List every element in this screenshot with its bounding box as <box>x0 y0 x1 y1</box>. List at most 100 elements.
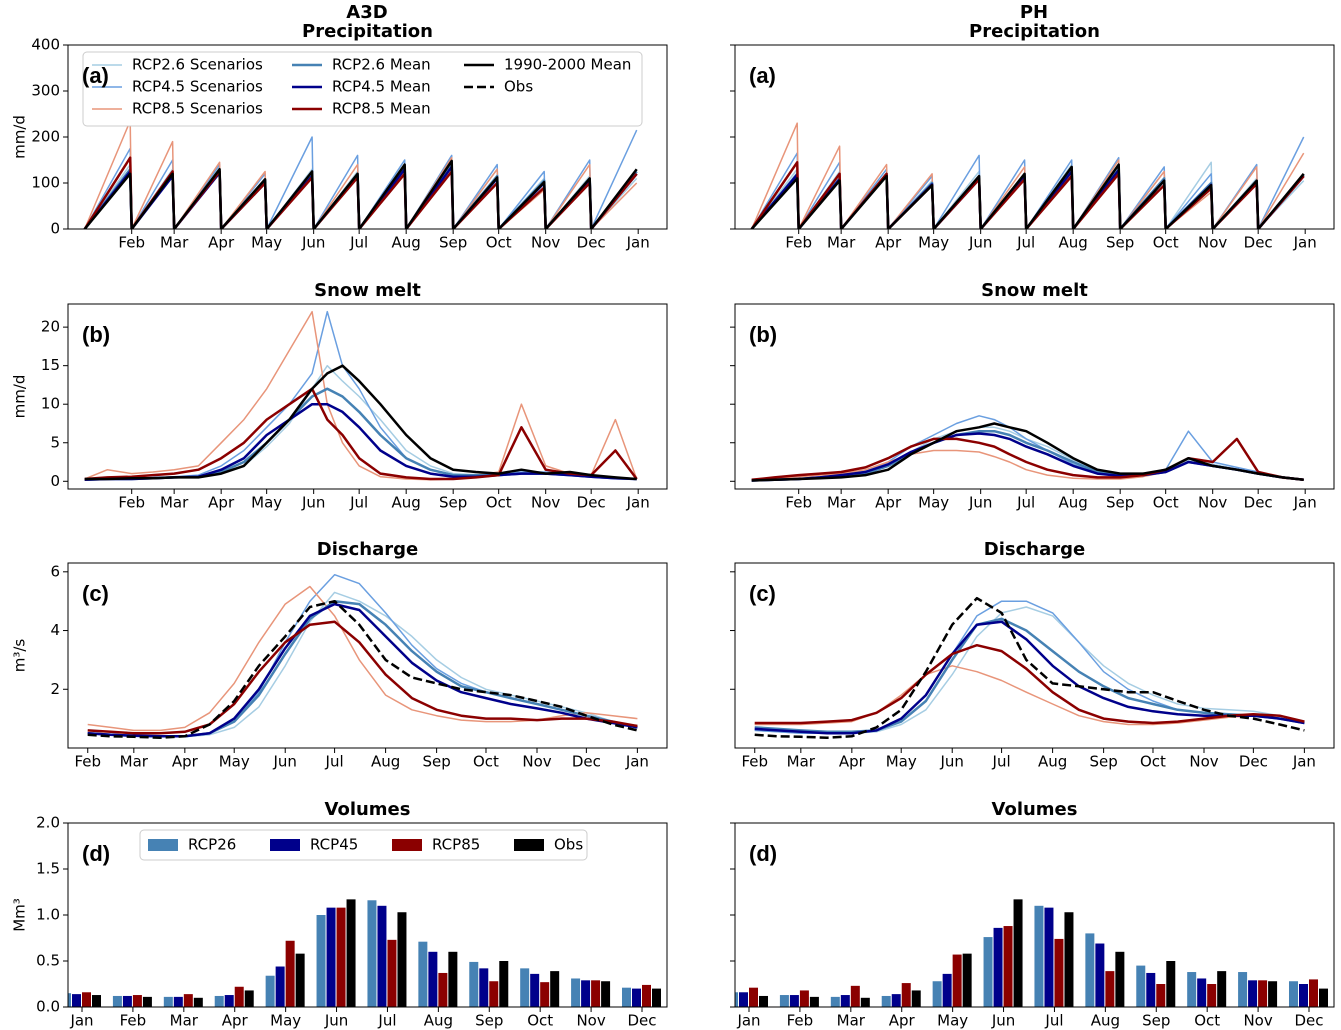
x-tick-label: Nov <box>1189 753 1218 771</box>
y-tick-label: 2.0 <box>36 814 60 832</box>
bar <box>428 951 438 1007</box>
x-tick-label: Jul <box>325 753 344 771</box>
bar <box>749 987 758 1007</box>
panel-label: (d) <box>749 841 777 866</box>
y-axis-label: Mm³ <box>11 898 29 932</box>
bar <box>735 992 738 1007</box>
axes-frame <box>734 303 1335 490</box>
x-tick-label: Aug <box>392 234 421 252</box>
y-tick-label: 0.5 <box>36 952 60 970</box>
plot-area <box>84 310 638 482</box>
x-tick-label: Nov <box>1198 494 1227 512</box>
x-tick-label: Jun <box>940 753 964 771</box>
axes-frame <box>734 562 1335 749</box>
x-tick-label: Jan <box>626 494 650 512</box>
bar <box>1187 972 1197 1007</box>
x-tick-label: Sep <box>1106 494 1134 512</box>
x-tick-label: Sep <box>439 494 467 512</box>
x-tick-label: Jul <box>349 494 368 512</box>
x-tick-label: Dec <box>1239 753 1268 771</box>
y-tick-label: 400 <box>31 36 60 54</box>
chart-title: Snow melt <box>981 280 1088 301</box>
bar <box>850 985 860 1007</box>
x-tick-label: Feb <box>118 494 145 512</box>
x-tick-label: Oct <box>1153 494 1179 512</box>
x-tick-label: Dec <box>577 234 606 252</box>
x-tick-label: May <box>270 1012 301 1030</box>
x-tick-label: Jan <box>626 234 650 252</box>
y-tick-label: 100 <box>31 174 60 192</box>
x-tick-label: Feb <box>787 1012 814 1030</box>
x-tick-label: Jun <box>301 494 325 512</box>
y-tick-label: 300 <box>31 82 60 100</box>
x-tick-label: Oct <box>486 234 512 252</box>
bar <box>234 986 244 1007</box>
x-tick-label: Apr <box>208 494 235 512</box>
bar <box>632 988 641 1007</box>
series-line <box>751 437 1304 482</box>
x-tick-label: Oct <box>473 753 499 771</box>
x-tick-label: Mar <box>160 234 189 252</box>
bar <box>183 994 193 1007</box>
panel-label: (c) <box>749 581 776 606</box>
y-tick-label: 20 <box>41 318 60 336</box>
bar <box>739 992 748 1007</box>
bar <box>840 995 850 1007</box>
legend-label: RCP45 <box>310 836 358 854</box>
bar <box>214 995 224 1007</box>
bar <box>438 972 448 1007</box>
series-line <box>83 159 638 229</box>
bar <box>1299 984 1308 1007</box>
x-tick-label: Mar <box>120 753 149 771</box>
x-tick-label: Jun <box>301 234 325 252</box>
x-tick-label: Aug <box>1091 1012 1120 1030</box>
x-tick-label: Jun <box>968 234 992 252</box>
x-tick-label: Apr <box>839 753 866 771</box>
y-tick-label: 5 <box>50 433 60 451</box>
chart-title: Precipitation <box>969 21 1100 42</box>
bar <box>1013 899 1023 1007</box>
x-tick-label: Jul <box>1016 494 1035 512</box>
bar <box>1095 943 1105 1007</box>
series-line <box>751 122 1305 229</box>
x-tick-label: May <box>918 234 949 252</box>
bar <box>285 940 295 1007</box>
bar <box>1289 981 1298 1007</box>
x-tick-label: Aug <box>1059 494 1088 512</box>
x-tick-label: Nov <box>1198 234 1227 252</box>
series-line <box>84 310 638 481</box>
bar <box>1156 984 1166 1007</box>
bar <box>173 996 183 1007</box>
panel-label: (b) <box>749 322 777 347</box>
bar <box>1309 979 1318 1007</box>
bar <box>520 968 530 1007</box>
y-axis-label: mm/d <box>11 115 29 159</box>
bar <box>1207 984 1217 1007</box>
x-tick-label: Feb <box>741 753 768 771</box>
y-axis-label: mm/d <box>11 375 29 419</box>
x-tick-label: Feb <box>120 1012 147 1030</box>
x-tick-label: Mar <box>837 1012 866 1030</box>
bar <box>1258 980 1268 1007</box>
x-tick-label: Oct <box>1153 234 1179 252</box>
panel-label: (c) <box>82 581 109 606</box>
axes-frame <box>67 562 668 749</box>
plot-area <box>68 899 661 1007</box>
y-tick-label: 6 <box>50 562 60 580</box>
bar <box>469 961 479 1007</box>
plot-area <box>754 596 1305 739</box>
x-tick-label: Jul <box>1016 234 1035 252</box>
bar <box>1136 965 1146 1007</box>
x-tick-label: Dec <box>627 1012 656 1030</box>
series-line <box>87 602 638 738</box>
x-tick-label: Feb <box>118 234 145 252</box>
plot-area <box>735 899 1328 1007</box>
series-line <box>754 643 1305 725</box>
x-tick-label: Jun <box>968 494 992 512</box>
bar <box>72 994 81 1007</box>
x-tick-label: Jul <box>992 753 1011 771</box>
chart-title: Precipitation <box>302 21 433 42</box>
x-tick-label: Oct <box>486 494 512 512</box>
x-tick-label: Aug <box>371 753 400 771</box>
bar <box>789 995 799 1007</box>
